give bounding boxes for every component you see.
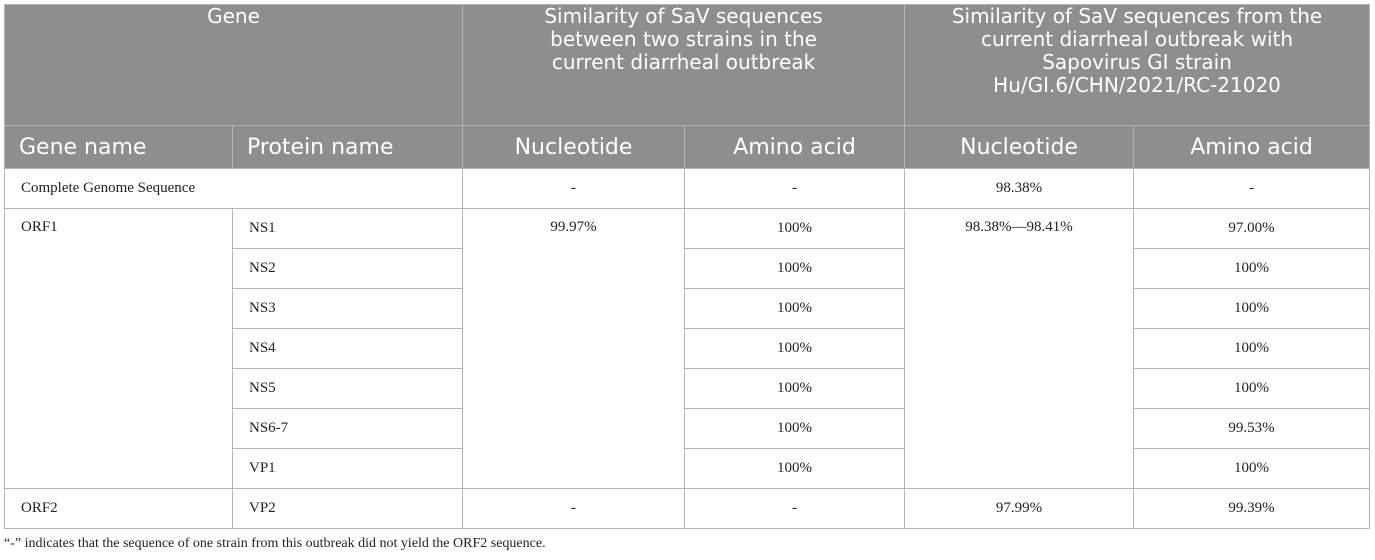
cell-protein: VP2	[231, 488, 464, 529]
cell-amino-acid-2: 97.00%	[1133, 208, 1371, 249]
col-amino-acid-2: Amino acid	[1133, 125, 1371, 169]
cell-amino-acid-1: 100%	[684, 328, 906, 369]
col-amino-acid-1: Amino acid	[684, 125, 906, 169]
cell-protein: NS4	[231, 328, 464, 369]
cell-protein: VP1	[231, 448, 464, 489]
cell-amino-acid-2: 100%	[1133, 368, 1371, 409]
similarity-table: Gene Similarity of SaV sequences between…	[3, 4, 1371, 529]
cell-amino-acid-1: 100%	[684, 288, 906, 329]
cell-amino-acid-2: -	[1133, 168, 1371, 209]
cell-protein: NS1	[231, 208, 464, 249]
cell-nucleotide-1: -	[462, 488, 686, 529]
cell-protein: NS2	[231, 248, 464, 289]
table-row: NS5 100% 100%	[5, 368, 1371, 409]
cell-protein: NS5	[231, 368, 464, 409]
header-gene: Gene	[3, 4, 464, 126]
col-protein-name: Protein name	[231, 125, 464, 169]
cell-amino-acid-2: 100%	[1133, 448, 1371, 489]
cell-nucleotide-2: 98.38%—98.41%	[904, 208, 1135, 489]
table-row: ORF1 NS1 99.97% 100% 98.38%—98.41% 97.00…	[4, 208, 1371, 489]
cell-amino-acid-1: 100%	[684, 408, 906, 449]
table-footnote: “-” indicates that the sequence of one s…	[4, 536, 546, 551]
header-vs-reference: Similarity of SaV sequences from the cur…	[904, 4, 1371, 126]
column-header-row: Gene name Protein name Nucleotide Amino …	[4, 125, 1371, 169]
cell-protein: NS6-7	[231, 408, 464, 449]
cell-amino-acid-1: 100%	[684, 448, 906, 489]
cell-nucleotide-2: 98.38%	[904, 168, 1135, 209]
table-row: NS4 100% 100%	[5, 328, 1371, 369]
col-nucleotide-1: Nucleotide	[462, 125, 686, 169]
header-vs-reference-line1: Similarity of SaV sequences from the cur…	[951, 4, 1323, 51]
header-between-strains: Similarity of SaV sequences between two …	[462, 4, 906, 126]
cell-amino-acid-2: 99.53%	[1133, 408, 1371, 449]
cell-gene: ORF1	[4, 208, 233, 489]
row-label: Complete Genome Sequence	[3, 168, 464, 209]
cell-amino-acid-1: -	[684, 488, 906, 529]
header-vs-reference-line2: with Sapovirus GI strain Hu/GI.6/CHN/202…	[993, 27, 1294, 97]
cell-nucleotide-1: -	[462, 168, 686, 209]
cell-protein: NS3	[231, 288, 464, 329]
cell-amino-acid-1: 100%	[684, 248, 906, 289]
cell-amino-acid-1: 100%	[684, 208, 906, 249]
cell-amino-acid-2: 100%	[1133, 248, 1371, 289]
cell-amino-acid-2: 100%	[1133, 288, 1371, 329]
cell-nucleotide-1: 99.97%	[462, 208, 686, 489]
cell-gene: ORF2	[4, 488, 233, 529]
table-row: NS6-7 100% 99.53%	[5, 408, 1371, 449]
cell-amino-acid-2: 99.39%	[1133, 488, 1371, 529]
cell-amino-acid-2: 100%	[1133, 328, 1371, 369]
table-row: Complete Genome Sequence - - 98.38% -	[3, 168, 1371, 209]
col-nucleotide-2: Nucleotide	[904, 125, 1135, 169]
table-row: NS2 100% 100%	[5, 248, 1371, 289]
col-gene-name: Gene name	[4, 125, 233, 169]
table-row: ORF2 VP2 - - 97.99% 99.39%	[4, 488, 1371, 529]
group-header-row: Gene Similarity of SaV sequences between…	[3, 4, 1371, 126]
table-row: NS3 100% 100%	[5, 288, 1371, 329]
table-row: VP1 100% 100%	[5, 448, 1371, 489]
cell-amino-acid-1: 100%	[684, 368, 906, 409]
cell-amino-acid-1: -	[684, 168, 906, 209]
cell-nucleotide-2: 97.99%	[904, 488, 1135, 529]
